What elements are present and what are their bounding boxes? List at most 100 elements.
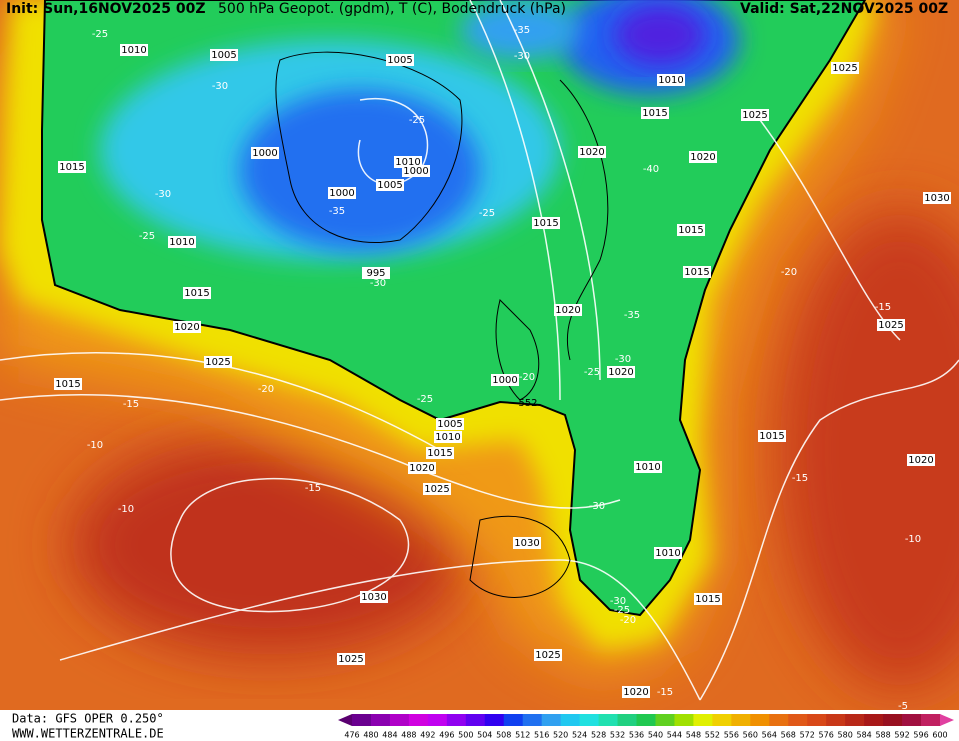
label-box xyxy=(554,304,582,316)
contour-label: 552 xyxy=(518,398,537,409)
temperature-label: -30 xyxy=(370,278,386,289)
temperature-label: -20 xyxy=(519,372,535,383)
cold-area xyxy=(240,90,480,250)
colorbar-label: 560 xyxy=(743,731,758,740)
colorbar-label: 524 xyxy=(572,731,587,740)
pressure-label: 995 xyxy=(366,268,385,279)
label-box xyxy=(386,54,414,66)
colorbar-label: 516 xyxy=(534,731,549,740)
pressure-label: 1025 xyxy=(338,654,363,665)
colorbar: 476 480 484 488 492 496 500 504 508 512 516 520 524 5… xyxy=(338,714,954,740)
pressure-label: 1010 xyxy=(658,75,683,86)
label-box xyxy=(607,366,635,378)
temperature-label: -25 xyxy=(417,394,433,405)
pressure-label: 1015 xyxy=(59,162,84,173)
label-box xyxy=(251,147,279,159)
label-box xyxy=(532,217,560,229)
isobars xyxy=(0,0,959,701)
colorbar-segment xyxy=(352,714,372,726)
pressure-label: 1020 xyxy=(555,305,580,316)
colorbar-label: 572 xyxy=(800,731,815,740)
colorbar-segment xyxy=(731,714,751,726)
pressure-label: 1025 xyxy=(742,110,767,121)
pressure-label: 1015 xyxy=(678,225,703,236)
temperature-label: -25 xyxy=(584,367,600,378)
cold-area xyxy=(615,5,705,65)
pressure-label: 1020 xyxy=(174,322,199,333)
pressure-label: 1010 xyxy=(121,45,146,56)
label-box xyxy=(58,161,86,173)
label-box xyxy=(513,537,541,549)
colorbar-label: 512 xyxy=(515,731,530,740)
colorbar-label: 552 xyxy=(705,731,720,740)
label-box xyxy=(168,236,196,248)
colorbar-arrow xyxy=(940,714,954,726)
colorbar-arrow xyxy=(338,714,352,726)
colorbar-segment xyxy=(370,714,391,726)
pressure-label: 1025 xyxy=(424,484,449,495)
temperature-label: -25 xyxy=(479,208,495,219)
label-box xyxy=(907,454,935,466)
colorbar-label: 492 xyxy=(420,731,435,740)
pressure-label: 1010 xyxy=(169,237,194,248)
pressure-label: 1015 xyxy=(55,379,80,390)
label-box xyxy=(328,187,356,199)
label-box xyxy=(54,378,82,390)
colorbar-segment xyxy=(541,714,562,726)
colorbar-segment xyxy=(693,714,713,726)
label-box xyxy=(362,267,390,279)
pressure-label: 1020 xyxy=(409,463,434,474)
temperature-label: -5 xyxy=(898,701,908,712)
temperature-label: -35 xyxy=(329,206,345,217)
temperature-label: -20 xyxy=(258,384,274,395)
colorbar-segment xyxy=(560,714,581,726)
pressure-label: 1030 xyxy=(924,193,949,204)
pressure-label: 1025 xyxy=(878,320,903,331)
colorbar-segment xyxy=(807,714,827,726)
pressure-label: 1020 xyxy=(579,147,604,158)
colorbar-label: 556 xyxy=(724,731,739,740)
temperature-label: -25 xyxy=(139,231,155,242)
pressure-label: 1015 xyxy=(684,267,709,278)
colorbar-segment xyxy=(503,714,524,726)
temperature-label: -25 xyxy=(409,115,425,126)
pressure-label: 1000 xyxy=(403,166,428,177)
colorbar-label: 548 xyxy=(686,731,701,740)
colorbar-label: 496 xyxy=(439,731,454,740)
label-box xyxy=(436,418,464,430)
temperature-label: -30 xyxy=(615,354,631,365)
label-box xyxy=(677,224,705,236)
label-box xyxy=(402,165,430,177)
colorbar-label: 488 xyxy=(401,731,416,740)
colorbar-label: 592 xyxy=(894,731,909,740)
label-box xyxy=(491,374,519,386)
pressure-label: 1010 xyxy=(655,548,680,559)
temperature-label: -15 xyxy=(875,302,891,313)
label-box xyxy=(408,462,436,474)
colorbar-segment xyxy=(750,714,770,726)
pressure-label: 1020 xyxy=(690,152,715,163)
label-box xyxy=(534,649,562,661)
colorbar-label: 568 xyxy=(781,731,796,740)
label-box xyxy=(831,62,859,74)
temperature-label: -10 xyxy=(118,504,134,515)
pressure-label: 1020 xyxy=(623,687,648,698)
label-box xyxy=(758,430,786,442)
temperature-label: -15 xyxy=(123,399,139,410)
temperature-label: -10 xyxy=(87,440,103,451)
valid-time: Valid: Sat,22NOV2025 00Z xyxy=(740,1,948,17)
pressure-label: 1015 xyxy=(642,108,667,119)
colorbar-segment xyxy=(598,714,619,726)
temperature-label: -15 xyxy=(657,687,673,698)
colorbar-label: 600 xyxy=(932,731,947,740)
colorbar-segment xyxy=(921,714,941,726)
website: WWW.WETTERZENTRALE.DE xyxy=(12,727,164,741)
colorbar-segment xyxy=(446,714,467,726)
colorbar-label: 584 xyxy=(856,731,871,740)
label-box xyxy=(423,483,451,495)
temperature-label: -40 xyxy=(643,164,659,175)
colorbar-segment xyxy=(883,714,903,726)
colorbar-label: 544 xyxy=(667,731,682,740)
label-box xyxy=(622,686,650,698)
